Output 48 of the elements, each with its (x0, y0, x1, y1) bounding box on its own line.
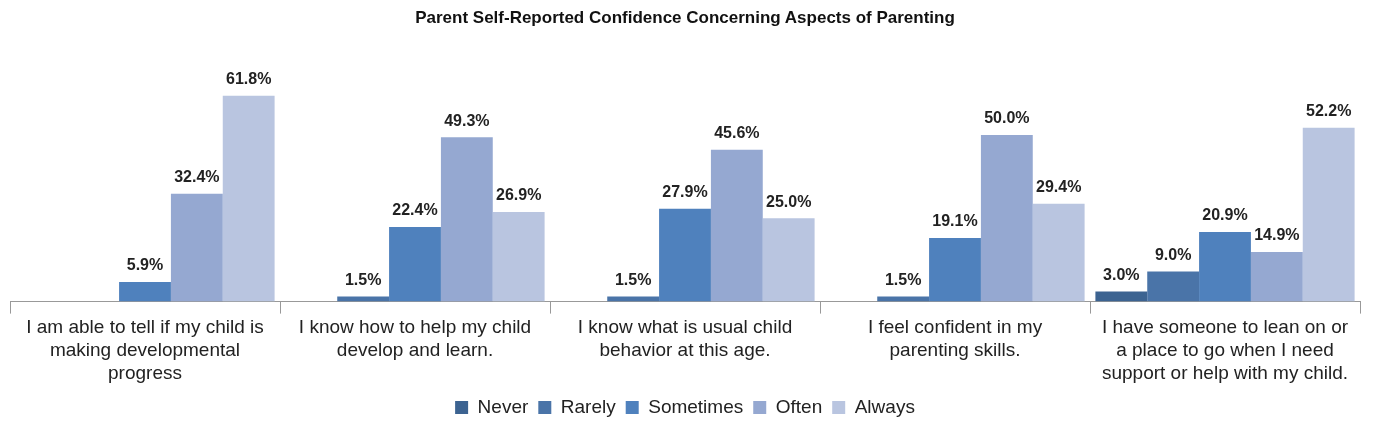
bar (659, 208, 711, 302)
data-label: 14.9% (1254, 226, 1300, 244)
bar (929, 237, 981, 302)
bar (222, 95, 275, 302)
bar (1032, 203, 1085, 302)
data-label: 1.5% (614, 271, 652, 289)
data-label: 50.0% (984, 109, 1030, 127)
bar (1250, 251, 1303, 302)
data-label: 9.0% (1154, 246, 1192, 264)
data-label: 1.5% (344, 271, 382, 289)
legend-label: Sometimes (648, 395, 744, 417)
x-tick-label: I have someone to lean on or a place to go when I need support or help with my child. (1101, 316, 1349, 383)
data-label: 22.4% (392, 201, 438, 219)
data-label: 20.9% (1202, 206, 1248, 224)
bar (980, 135, 1033, 302)
data-label: 1.5% (884, 271, 922, 289)
data-label: 5.9% (126, 256, 164, 274)
bar (710, 149, 763, 302)
chart-title: Parent Self-Reported Confidence Concerning Aspects of Parenting (415, 7, 955, 27)
bar (440, 137, 493, 302)
bar (170, 193, 223, 302)
data-label: 27.9% (662, 183, 708, 201)
data-label: 52.2% (1305, 102, 1352, 120)
bar (1302, 127, 1355, 302)
x-tick-label: I know what is usual child behavior at this age. (577, 316, 793, 361)
x-tick-label: I feel confident in my parenting skills. (867, 316, 1043, 361)
data-label: 32.4% (174, 168, 220, 186)
bar (389, 226, 441, 302)
legend-label: Often (775, 395, 823, 417)
legend-label: Rarely (560, 395, 617, 417)
data-label: 29.4% (1035, 178, 1082, 196)
data-label: 25.0% (765, 192, 812, 210)
data-label: 45.6% (714, 124, 760, 142)
bar (1095, 291, 1148, 302)
bar (1199, 231, 1251, 302)
x-tick-label: I am able to tell if my child is making developmental progress (26, 316, 264, 383)
legend-label: Always (854, 395, 915, 417)
data-label: 61.8% (225, 70, 272, 88)
data-label: 26.9% (495, 186, 542, 204)
bar (1147, 271, 1200, 302)
x-tick-label: I know how to help my child develop and learn. (298, 316, 532, 361)
data-label: 3.0% (1103, 266, 1140, 284)
data-label: 19.1% (932, 212, 978, 230)
legend-label: Never (477, 395, 529, 417)
bar (119, 281, 171, 302)
data-label: 49.3% (444, 111, 490, 129)
bar (492, 211, 545, 302)
bar (762, 218, 815, 302)
